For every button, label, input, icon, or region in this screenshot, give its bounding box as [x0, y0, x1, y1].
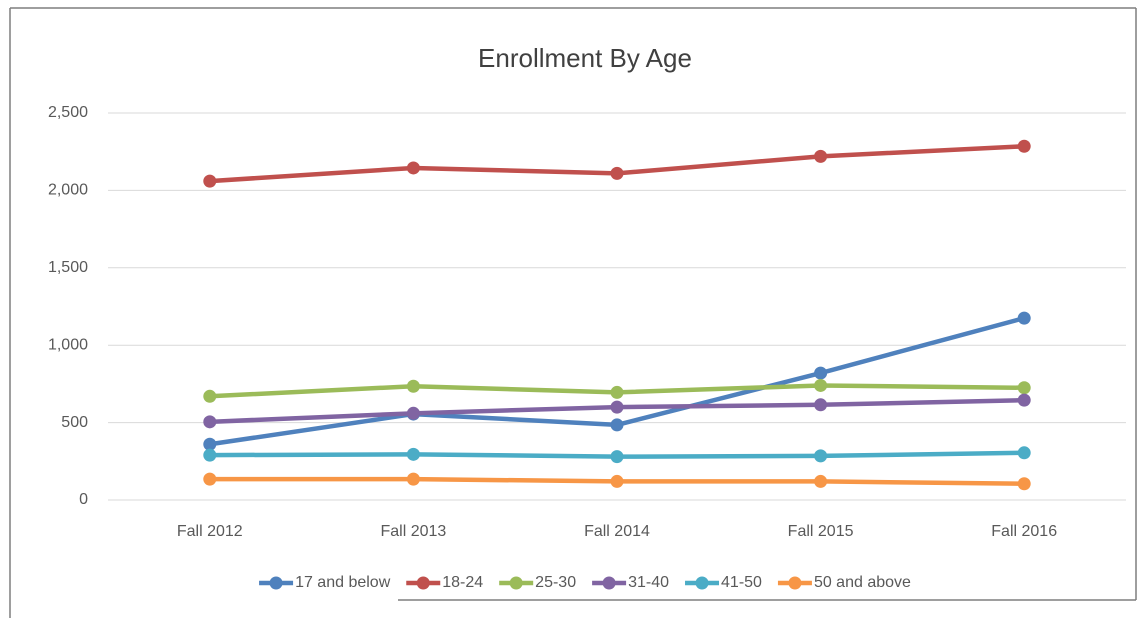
- data-point: [203, 448, 217, 462]
- legend-marker: [416, 576, 430, 590]
- legend-marker: [695, 576, 709, 590]
- x-tick-label: Fall 2015: [788, 523, 854, 540]
- data-point: [814, 449, 828, 463]
- x-tick-label: Fall 2013: [380, 523, 446, 540]
- data-point: [610, 418, 624, 432]
- data-point: [406, 406, 420, 420]
- data-point: [814, 398, 828, 412]
- chart-title: Enrollment By Age: [478, 43, 692, 73]
- data-point: [406, 447, 420, 461]
- chart-frame: [9, 7, 1137, 618]
- legend-marker: [269, 576, 283, 590]
- data-point: [610, 166, 624, 180]
- data-point: [203, 472, 217, 486]
- data-point: [406, 161, 420, 175]
- data-point: [1017, 477, 1031, 491]
- y-tick-label: 0: [79, 491, 88, 508]
- data-point: [610, 474, 624, 488]
- legend-marker: [509, 576, 523, 590]
- data-point: [610, 450, 624, 464]
- data-point: [814, 378, 828, 392]
- legend-label: 25-30: [535, 574, 576, 591]
- legend-label: 17 and below: [295, 574, 391, 591]
- y-tick-label: 2,500: [48, 104, 88, 121]
- x-tick-label: Fall 2012: [177, 523, 243, 540]
- legend-marker: [602, 576, 616, 590]
- x-tick-label: Fall 2014: [584, 523, 650, 540]
- x-tick-label: Fall 2016: [991, 523, 1057, 540]
- data-point: [203, 389, 217, 403]
- y-tick-label: 1,000: [48, 336, 88, 353]
- data-point: [1017, 139, 1031, 153]
- data-point: [814, 474, 828, 488]
- y-tick-label: 500: [61, 414, 88, 431]
- data-point: [814, 149, 828, 163]
- data-point: [203, 437, 217, 451]
- legend-label: 41-50: [721, 574, 762, 591]
- y-tick-label: 2,000: [48, 182, 88, 199]
- legend-label: 31-40: [628, 574, 669, 591]
- data-point: [203, 415, 217, 429]
- legend-label: 50 and above: [814, 574, 911, 591]
- data-point: [1017, 446, 1031, 460]
- data-point: [1017, 311, 1031, 325]
- data-point: [406, 472, 420, 486]
- data-point: [610, 385, 624, 399]
- data-point: [1017, 381, 1031, 395]
- data-point: [1017, 393, 1031, 407]
- data-point: [406, 379, 420, 393]
- data-point: [814, 366, 828, 380]
- legend-label: 18-24: [442, 574, 483, 591]
- legend-marker: [788, 576, 802, 590]
- data-point: [203, 174, 217, 188]
- data-point: [610, 400, 624, 414]
- y-tick-label: 1,500: [48, 259, 88, 276]
